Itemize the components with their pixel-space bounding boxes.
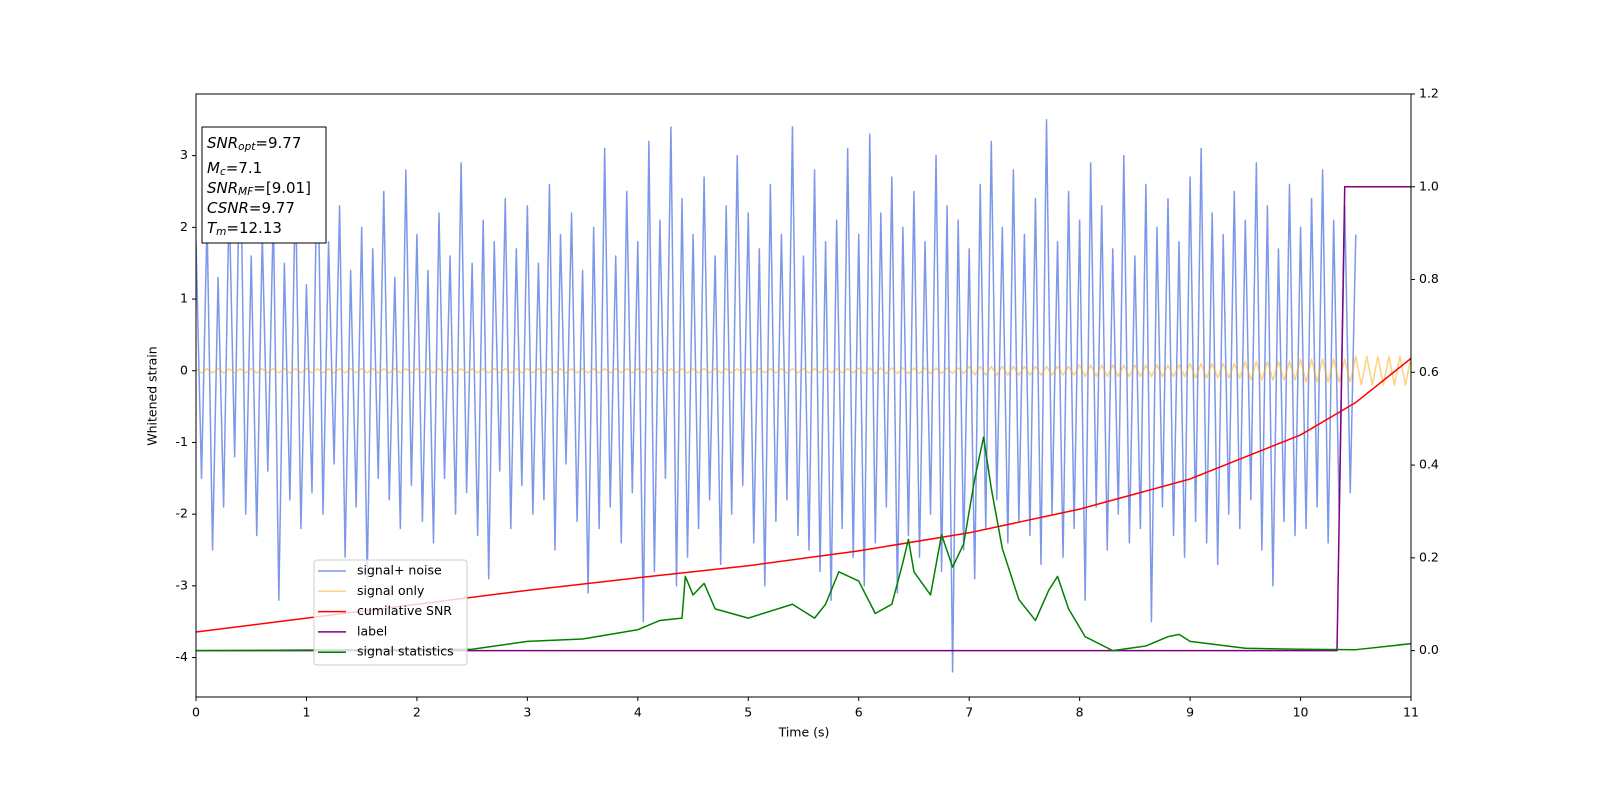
y2-tick-label: 0.2 — [1419, 549, 1439, 564]
x-tick-label: 8 — [1076, 705, 1084, 720]
y2-tick-label: 0.6 — [1419, 364, 1439, 379]
annotation-box — [201, 126, 327, 244]
annotation-line: CSNR=9.77 — [207, 199, 295, 217]
legend-label: label — [357, 623, 387, 638]
annotation-line: Tm=12.13 — [207, 219, 282, 239]
annotation-subscript: MF — [238, 186, 254, 198]
annotation-symbol: M — [207, 159, 220, 177]
annotation-symbol: SNR — [207, 179, 238, 197]
x-tick-label: 4 — [634, 705, 642, 720]
y-axis-label: Whitened strain — [145, 346, 160, 445]
annotation-line: Mc=7.1 — [207, 159, 262, 179]
y2-tick-label: 1.0 — [1419, 178, 1439, 193]
legend-label: signal statistics — [357, 644, 454, 659]
y-tick-label: -1 — [176, 434, 188, 449]
x-tick-label: 1 — [302, 705, 310, 720]
x-tick-label: 7 — [965, 705, 973, 720]
annotation-value: =12.13 — [226, 219, 282, 237]
annotation-value: =9.77 — [249, 199, 295, 217]
annotation-value: =[9.01] — [253, 179, 311, 197]
y-tick-label: 3 — [180, 147, 188, 162]
annotation-symbol: SNR — [207, 134, 238, 152]
annotation-value: =7.1 — [226, 159, 262, 177]
y-tick-label: -4 — [176, 649, 189, 664]
series-line — [196, 119, 1357, 673]
legend-label: cumilative SNR — [357, 603, 452, 618]
annotation-subscript: m — [216, 226, 226, 238]
x-tick-label: 6 — [855, 705, 863, 720]
x-tick-label: 11 — [1403, 705, 1419, 720]
x-tick-label: 0 — [192, 705, 200, 720]
legend-box — [313, 559, 468, 666]
legend-label: signal only — [357, 583, 425, 598]
annotation-subscript: opt — [238, 141, 256, 153]
x-tick-label: 10 — [1293, 705, 1309, 720]
x-tick-label: 9 — [1186, 705, 1194, 720]
annotation-symbol: CSNR — [207, 199, 249, 217]
y-tick-label: 2 — [180, 219, 188, 234]
y-tick-label: 1 — [180, 291, 188, 306]
y2-tick-label: 0.8 — [1419, 271, 1439, 286]
x-tick-label: 3 — [523, 705, 531, 720]
annotation-line: SNRMF=[9.01] — [207, 179, 311, 199]
y2-tick-label: 1.2 — [1419, 86, 1439, 101]
y-tick-label: -2 — [176, 506, 188, 521]
y-tick-label: -3 — [176, 577, 188, 592]
annotation-value: =9.77 — [255, 134, 301, 152]
annotation-symbol: T — [207, 219, 218, 237]
series-line — [196, 186, 1411, 652]
x-axis-label: Time (s) — [778, 725, 830, 740]
x-tick-label: 5 — [744, 705, 752, 720]
x-tick-label: 2 — [413, 705, 421, 720]
y2-tick-label: 0.4 — [1419, 457, 1439, 472]
annotation-line: SNRopt=9.77 — [207, 134, 301, 154]
axes-frame — [195, 93, 1412, 698]
series-line — [196, 355, 1411, 386]
legend-label: signal+ noise — [357, 563, 442, 578]
series-line — [196, 436, 1411, 652]
y2-tick-label: 0.0 — [1419, 642, 1439, 657]
annotation-subscript: c — [220, 166, 226, 178]
y-tick-label: 0 — [180, 362, 188, 377]
